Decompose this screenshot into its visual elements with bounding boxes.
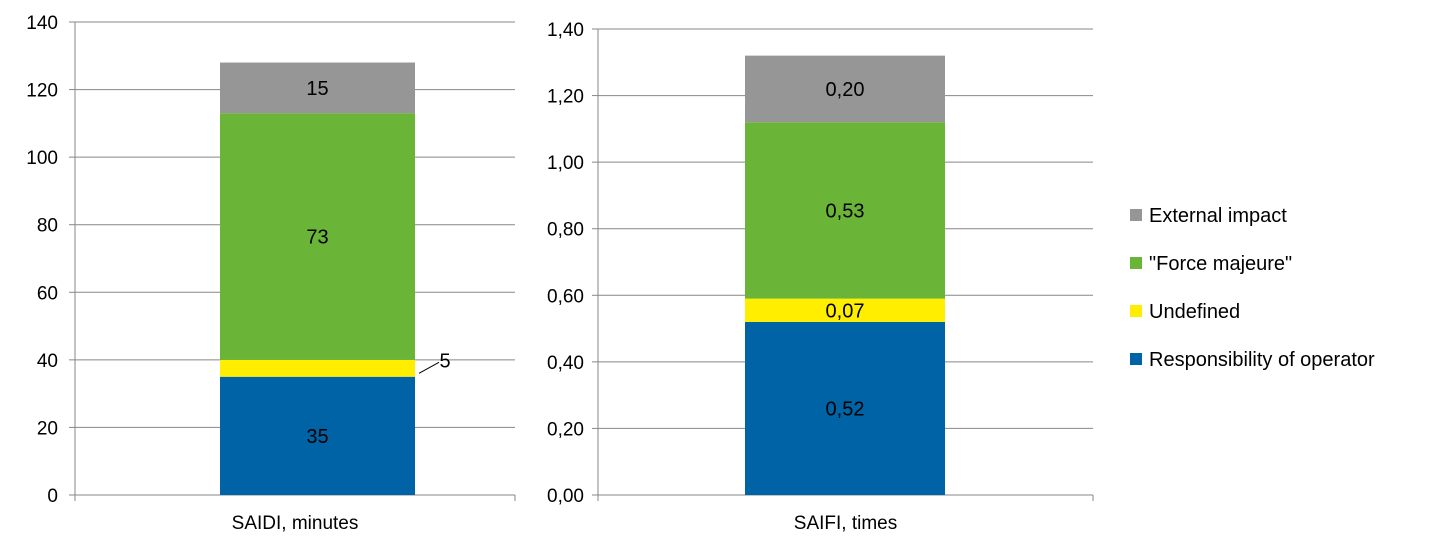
data-label: 15 <box>306 78 328 100</box>
y-tick-label: 0,40 <box>547 353 584 374</box>
data-label: 5 <box>439 350 450 372</box>
bar-segment-undefined <box>745 298 945 322</box>
bar-segment-force-majeure <box>220 113 415 360</box>
bar-segment-external-impact <box>745 55 945 123</box>
legend-swatch <box>1130 305 1142 317</box>
legend-label: External impact <box>1149 205 1287 227</box>
legend-label: Responsibility of operator <box>1149 349 1375 371</box>
data-label: 0,20 <box>826 79 865 101</box>
legend-swatch <box>1130 209 1142 221</box>
y-tick-label: 80 <box>37 216 58 237</box>
legend-swatch <box>1130 353 1142 365</box>
y-tick-label: 140 <box>26 13 58 34</box>
y-tick-label: 1,00 <box>547 153 584 174</box>
y-tick-label: 1,40 <box>547 20 584 41</box>
chart-panel-2: 0,00 0,20 0,40 0,60 0,80 1,00 1,20 1,40 0,52 0,07… <box>547 20 1094 534</box>
y-tick-label: 0 <box>47 486 58 507</box>
y-tick-label: 0,20 <box>547 419 584 440</box>
bar-segment-force-majeure <box>745 122 945 299</box>
y-tick-label: 0,00 <box>547 486 584 507</box>
x-category-label: SAIFI, times <box>794 513 897 534</box>
data-label: 73 <box>306 227 328 249</box>
bar-segment-external-impact <box>220 62 415 114</box>
data-label: 0,53 <box>826 200 865 222</box>
legend: External impact "Force majeure" Undefined R… <box>1130 205 1375 371</box>
y-tick-label: 40 <box>37 351 58 372</box>
bar-segment-responsibility-of-operator <box>745 321 945 495</box>
legend-label: "Force majeure" <box>1149 253 1292 275</box>
data-label: 35 <box>306 426 328 448</box>
y-tick-label: 1,20 <box>547 87 584 108</box>
data-label: 0,07 <box>826 300 865 322</box>
data-label-leader <box>418 361 440 374</box>
chart-panel-1: 0 20 40 60 80 100 120 140 35 5 73 15 SAIDI, minutes <box>26 13 516 534</box>
y-tick-label: 20 <box>37 418 58 439</box>
legend-label: Undefined <box>1149 301 1240 323</box>
y-tick-label: 60 <box>37 283 58 304</box>
y-tick-label: 100 <box>26 148 58 169</box>
data-label: 0,52 <box>826 398 865 420</box>
y-tick-label: 0,60 <box>547 286 584 307</box>
y-tick-label: 120 <box>26 81 58 102</box>
x-category-label: SAIDI, minutes <box>232 513 359 534</box>
y-tick-label: 0,80 <box>547 220 584 241</box>
bar-segment-responsibility-of-operator <box>220 376 415 495</box>
legend-swatch <box>1130 257 1142 269</box>
bar-segment-undefined <box>220 359 415 377</box>
